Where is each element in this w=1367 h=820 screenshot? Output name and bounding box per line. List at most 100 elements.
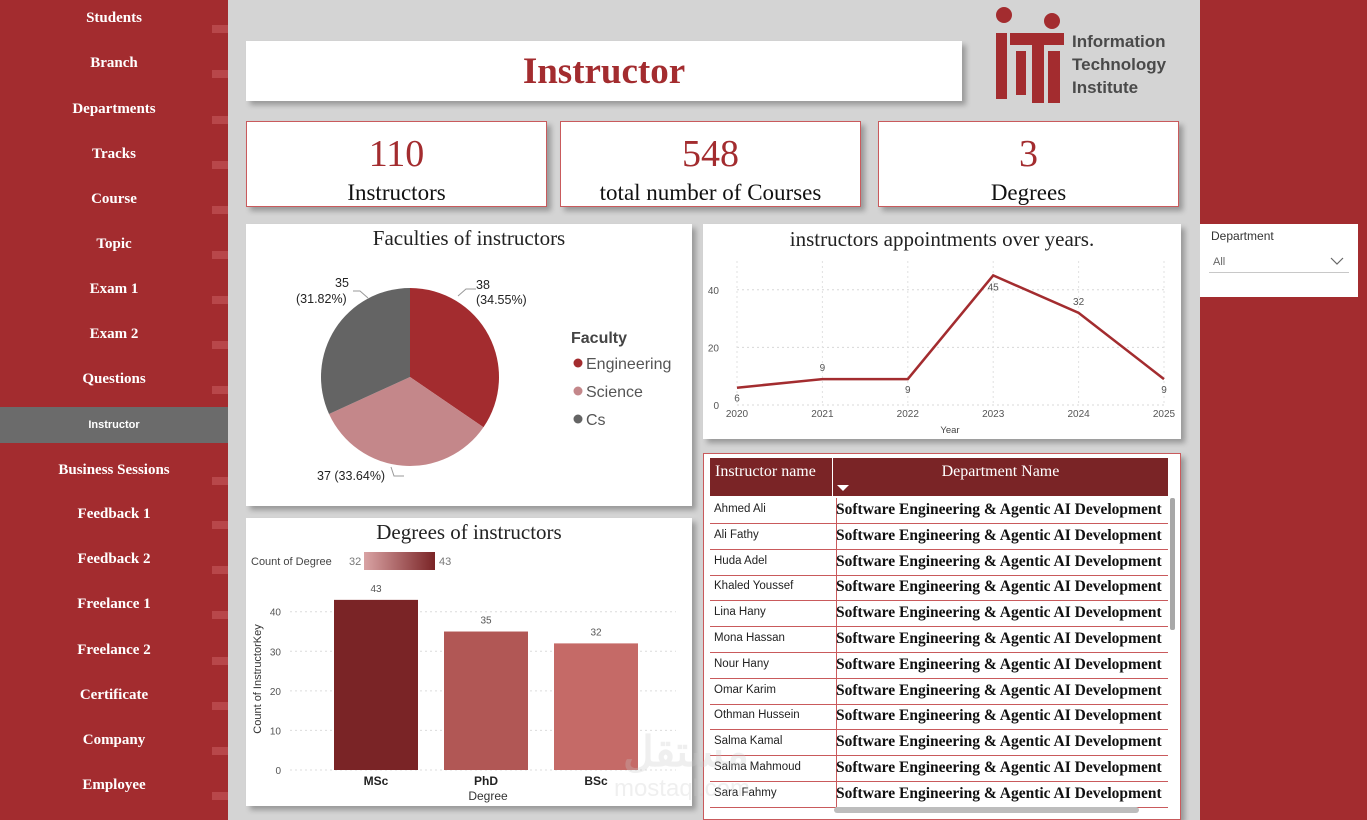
vertical-scrollbar[interactable] [1170,498,1175,630]
table-row[interactable]: Ahmed Ali Software Engineering & Agentic … [710,498,1168,524]
nav-item-questions[interactable]: Questions [0,362,228,396]
cell-instructor-name: Othman Hussein [714,709,800,722]
table-row[interactable]: Omar Karim Software Engineering & Agentic… [710,678,1168,705]
nav-item-branch[interactable]: Branch [0,46,228,80]
title-card: Instructor [246,41,962,101]
legend-marker [573,358,583,368]
department-dropdown[interactable]: All [1209,251,1349,273]
nav-item-label: Branch [90,54,138,71]
kpi-card-degrees: 3 Degrees [878,121,1179,207]
nav-item-freelance-1[interactable]: Freelance 1 [0,587,228,621]
nav-tab-marker [212,206,228,214]
nav-item-students[interactable]: Students [0,1,228,35]
legend-item-engineering[interactable]: Engineering [586,356,671,373]
kpi-label: total number of Courses [599,180,822,205]
cell-department-name: Software Engineering & Agentic AI Develo… [836,578,1162,596]
nav-item-feedback-2[interactable]: Feedback 2 [0,542,228,576]
nav-item-tracks[interactable]: Tracks [0,137,228,171]
nav-item-course[interactable]: Course [0,182,228,216]
slicer-value: All [1213,256,1226,268]
iti-logo-mark [996,7,1064,103]
nav-item-freelance-2[interactable]: Freelance 2 [0,633,228,667]
table-row[interactable]: Huda Adel Software Engineering & Agentic … [710,549,1168,576]
table-row[interactable]: Khaled Youssef Software Engineering & Age… [710,575,1168,602]
nav-item-company[interactable]: Company [0,723,228,757]
cell-department-name: Software Engineering & Agentic AI Develo… [836,630,1162,647]
chevron-down-icon [1330,257,1344,265]
data-label: 32 [1073,297,1085,308]
cell-instructor-name: Mona Hassan [714,632,785,644]
bar-phd[interactable] [444,631,528,770]
table-row[interactable]: Mona Hassan Software Engineering & Agenti… [710,627,1168,653]
nav-item-label: Topic [96,235,132,252]
data-label-pct: (34.55%) [476,293,527,307]
nav-item-label: Exam 2 [89,325,139,342]
nav-item-label: Certificate [79,686,149,703]
legend-item-cs[interactable]: Cs [586,412,606,429]
pie-slice-cs[interactable] [321,288,410,414]
table-row[interactable]: Salma Mahmoud Software Engineering & Agen… [710,756,1168,782]
y-tick-label: 20 [270,687,282,698]
pie-slice-engineering[interactable] [410,288,499,428]
nav-tab-marker [212,521,228,529]
cell-department-name: Software Engineering & Agentic AI Develo… [836,784,1162,802]
kpi-label: Degrees [990,180,1067,205]
y-tick-label: 40 [270,608,282,619]
nav-item-topic[interactable]: Topic [0,227,228,261]
nav-tab-marker [212,70,228,78]
cell-instructor-name: Khaled Youssef [714,580,794,593]
data-label: 35 [335,276,349,290]
horizontal-scrollbar[interactable] [834,807,1139,813]
instructor-table: Instructor name Department Name Ahmed Al… [703,453,1181,820]
table-row[interactable]: Nour Hany Software Engineering & Agentic … [710,652,1168,679]
nav-item-employee[interactable]: Employee [0,768,228,802]
data-label: 43 [370,584,382,595]
column-divider [836,781,837,808]
department-slicer[interactable]: Department All [1200,224,1358,297]
nav-item-exam-2[interactable]: Exam 2 [0,317,228,351]
y-tick-label: 30 [270,647,282,658]
nav-item-instructor[interactable]: Instructor [0,407,228,443]
table-row[interactable]: Ali Fathy Software Engineering & Agentic … [710,523,1168,550]
cell-instructor-name: Sara Fahmy [714,786,777,799]
column-header-department-name[interactable]: Department Name [941,463,1060,480]
table-row[interactable]: Salma Kamal Software Engineering & Agenti… [710,730,1168,757]
column-divider [836,549,837,576]
bar-msc[interactable] [334,599,418,770]
nav-tab-marker [212,477,228,485]
nav-tab-marker [212,657,228,665]
bar-bsc[interactable] [554,643,638,770]
legend-item-science[interactable]: Science [586,384,643,401]
cell-department-name: Software Engineering & Agentic AI Develo… [836,501,1162,518]
nav-item-departments[interactable]: Departments [0,92,228,126]
nav-item-business-sessions[interactable]: Business Sessions [0,453,228,487]
leader-line [353,290,369,299]
legend-title: Faculty [571,330,627,347]
cell-instructor-name: Lina Hany [714,606,766,619]
legend-marker [573,386,583,396]
kpi-value: 3 [1019,133,1038,175]
cell-department-name: Software Engineering & Agentic AI Develo… [836,707,1162,725]
nav-item-label: Departments [72,100,156,117]
x-tick-label: PhD [474,774,498,788]
nav-tab-marker [212,25,228,33]
nav-item-feedback-1[interactable]: Feedback 1 [0,497,228,531]
legend-title: Count of Degree [251,556,332,568]
nav-item-certificate[interactable]: Certificate [0,678,228,712]
slicer-title: Department [1211,229,1274,243]
column-divider [836,652,837,679]
column-header-instructor-name[interactable]: Instructor name [715,463,816,480]
cell-department-name: Software Engineering & Agentic AI Develo… [836,759,1162,776]
line-series[interactable] [736,273,1165,389]
sort-desc-icon[interactable] [837,485,849,493]
table-row[interactable]: Sara Fahmy Software Engineering & Agentic… [710,781,1168,808]
pie-slice-science[interactable] [329,377,484,466]
data-label: 38 [476,278,490,292]
cell-instructor-name: Huda Adel [714,554,768,567]
iti-logo: Information Technology Institute [992,3,1182,109]
x-tick-label: 2025 [1153,409,1176,420]
table-row[interactable]: Othman Hussein Software Engineering & Age… [710,704,1168,731]
nav-item-exam-1[interactable]: Exam 1 [0,272,228,306]
table-row[interactable]: Lina Hany Software Engineering & Agentic … [710,601,1168,628]
header-divider [832,458,833,496]
